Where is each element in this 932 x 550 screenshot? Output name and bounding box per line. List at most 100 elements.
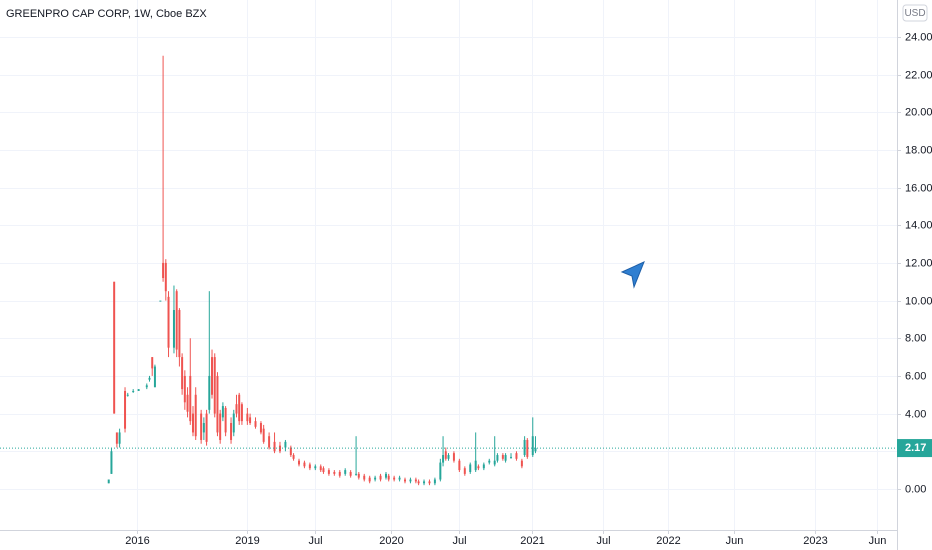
candle-body [159,300,162,302]
candle-body [262,428,265,442]
candle-body [113,281,116,414]
candle-body [284,441,287,448]
candle-body [447,455,450,459]
candle-body [246,413,249,422]
candle-body [387,475,390,480]
currency-label: USD [904,8,925,19]
candles [107,55,537,486]
candle-body [327,470,330,474]
candle-body [319,466,322,471]
candle-body [167,296,170,348]
candle-body [151,357,154,369]
candle-body [183,375,186,403]
x-tick-label: Jun [726,535,744,547]
candle-body [504,455,507,461]
candle-body [175,291,178,350]
chart-title: GREENPRO CAP CORP, 1W, Cboe BZX [6,8,207,20]
candle-body [368,477,371,482]
candle-body [118,432,121,444]
candle-body [292,455,295,459]
candle-body [357,473,360,478]
x-tick-label: Jul [452,535,466,547]
y-tick-label: 6.00 [905,370,926,382]
candle-body [322,468,325,472]
candle-body [164,262,167,292]
candle-body [249,417,252,424]
candle-body [124,391,127,429]
candle-body [189,375,192,422]
candle-body [414,479,417,482]
candle-body [393,477,396,480]
candle-body [314,466,317,469]
candle-body [428,481,431,484]
y-tick-label: 22.00 [905,69,932,81]
candle-body [194,394,197,437]
candle-body [423,481,426,484]
candle-body [398,477,401,480]
candle-body [162,262,165,278]
candle-body [355,473,358,475]
candle-body [186,394,189,412]
cursor-arrow [620,261,645,289]
candle-body [379,475,382,480]
x-tick-label: 2020 [379,535,403,547]
candle-body [444,451,447,459]
candle-body [178,310,181,358]
x-tick-label: 2019 [235,535,259,547]
candle-body [172,310,175,348]
candle-body [208,375,211,410]
candle-body [488,460,491,463]
x-tick-label: 2021 [520,535,544,547]
last-price-label: 2.17 [905,442,926,454]
x-tick-label: Jun [869,535,887,547]
x-tick-label: Jul [596,535,610,547]
candle-body [235,404,238,414]
candle-body [363,475,366,480]
candle-body [153,366,156,388]
candle-body [240,404,243,422]
x-tick-label: 2023 [803,535,827,547]
candle-body [520,460,523,467]
candle-body [115,432,118,444]
x-tick-label: 2016 [125,535,149,547]
candle-body [374,477,377,480]
candle-body [181,357,184,390]
candle-body [417,481,420,484]
candle-body [110,451,113,474]
candle-body [349,471,352,476]
candle-body [404,479,407,482]
candle-body [433,479,436,484]
candle-body [126,394,129,396]
candle-body [452,453,455,461]
candle-body [501,455,504,459]
y-tick-label: 0.00 [905,483,926,495]
candle-body [482,464,485,469]
x-tick-label: Jul [308,535,322,547]
candle-body [496,455,499,461]
candle-body [145,385,148,388]
candle-body [148,377,151,380]
candle-body [232,413,235,433]
candle-body [515,453,518,459]
candle-body [333,471,336,474]
candle-body [221,406,224,418]
candle-body [200,413,203,440]
currency-button[interactable] [902,4,928,22]
candle-body [205,413,208,442]
candle-body [523,439,526,456]
candle-body [477,466,480,469]
y-tick-label: 20.00 [905,106,932,118]
candle-body [338,471,341,476]
candle-body [531,436,534,456]
y-tick-label: 10.00 [905,295,932,307]
grid [0,0,897,530]
candle-body [303,462,306,467]
y-tick-label: 16.00 [905,182,932,194]
candle-body [268,436,271,448]
candle-body [238,394,241,422]
last-price-tag [897,439,932,458]
candle-body [534,448,537,452]
y-tick-label: 4.00 [905,408,926,420]
candle-body [211,357,214,395]
